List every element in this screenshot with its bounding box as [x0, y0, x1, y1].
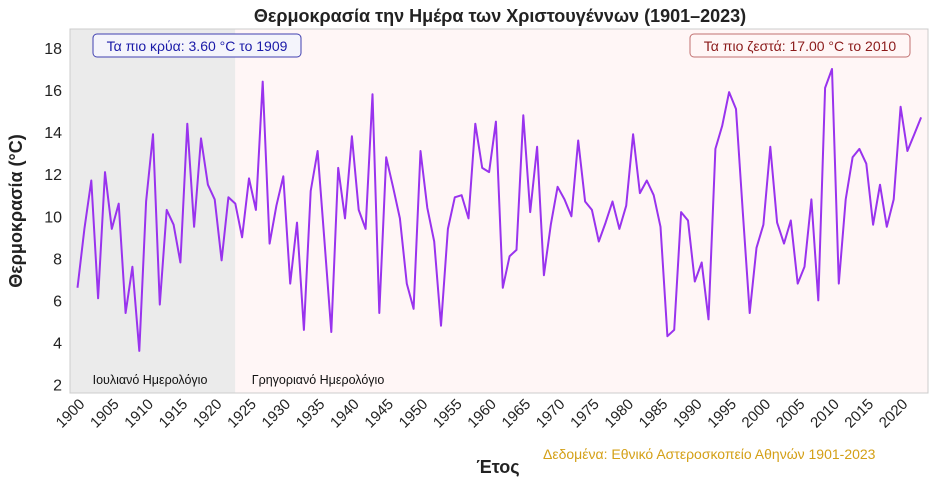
- x-tick-label: 1945: [361, 396, 397, 432]
- julian-calendar-label: Ιουλιανό Ημερολόγιο: [93, 373, 208, 387]
- x-tick-label: 2005: [773, 396, 809, 432]
- y-tick-label: 8: [53, 251, 62, 268]
- plot-frame: [69, 28, 929, 394]
- x-tick-label: 1975: [567, 396, 603, 432]
- y-tick-label: 16: [44, 83, 62, 100]
- x-tick-label: 1940: [327, 396, 363, 432]
- y-tick-label: 12: [44, 167, 62, 184]
- region-0: [70, 29, 236, 393]
- x-tick-label: 1925: [224, 396, 260, 432]
- warmest-annotation-text: Τα πιο ζεστά: 17.00 °C το 2010: [704, 38, 897, 54]
- y-tick-label: 4: [53, 336, 62, 353]
- y-tick-label: 2: [53, 378, 62, 395]
- warmest-annotation: Τα πιο ζεστά: 17.00 °C το 2010: [689, 33, 911, 58]
- coldest-annotation-text: Τα πιο κρύα: 3.60 °C το 1909: [107, 38, 288, 54]
- x-tick-label: 1920: [190, 396, 226, 432]
- y-tick-label: 10: [44, 209, 62, 226]
- x-tick-label: 1950: [396, 396, 432, 432]
- y-tick-label: 18: [44, 41, 62, 58]
- x-tick-label: 1930: [259, 396, 295, 432]
- x-tick-label: 1965: [499, 396, 535, 432]
- x-tick-label: 1980: [601, 396, 637, 432]
- x-axis-label: Έτος: [476, 457, 519, 477]
- x-tick-label: 1910: [121, 396, 157, 432]
- region-1: [235, 29, 928, 393]
- x-tick-label: 1990: [670, 396, 706, 432]
- x-tick-label: 2000: [739, 396, 775, 432]
- x-tick-label: 1935: [293, 396, 329, 432]
- x-tick-label: 1955: [430, 396, 466, 432]
- y-tick-label: 14: [44, 125, 62, 142]
- x-tick-label: 1960: [464, 396, 500, 432]
- x-tick-label: 1995: [704, 396, 740, 432]
- x-axis-ticks: 1900190519101915192019251930193519401945…: [53, 396, 912, 432]
- x-tick-label: 2015: [841, 396, 877, 432]
- x-tick-label: 1970: [533, 396, 569, 432]
- temperature-line: [76, 68, 923, 352]
- x-tick-label: 1915: [156, 396, 192, 432]
- y-tick-label: 6: [53, 293, 62, 310]
- x-tick-label: 1985: [636, 396, 672, 432]
- chart-title: Θερμοκρασία την Ημέρα των Χριστουγέννων …: [254, 6, 746, 26]
- y-axis-label: Θερμοκρασία (°C): [6, 134, 26, 288]
- x-tick-label: 1905: [87, 396, 123, 432]
- x-tick-label: 2020: [876, 396, 912, 432]
- gregorian-calendar-label: Γρηγοριανό Ημερολόγιο: [252, 373, 385, 387]
- x-tick-label: 1900: [53, 396, 89, 432]
- x-tick-label: 2010: [807, 396, 843, 432]
- y-axis-ticks: 2 4 6 8 10 12 14 16 18: [44, 41, 62, 395]
- data-source-note: Δεδομένα: Εθνικό Αστεροσκοπείο Αθηνών 19…: [543, 446, 876, 462]
- coldest-annotation: Τα πιο κρύα: 3.60 °C το 1909: [92, 33, 302, 58]
